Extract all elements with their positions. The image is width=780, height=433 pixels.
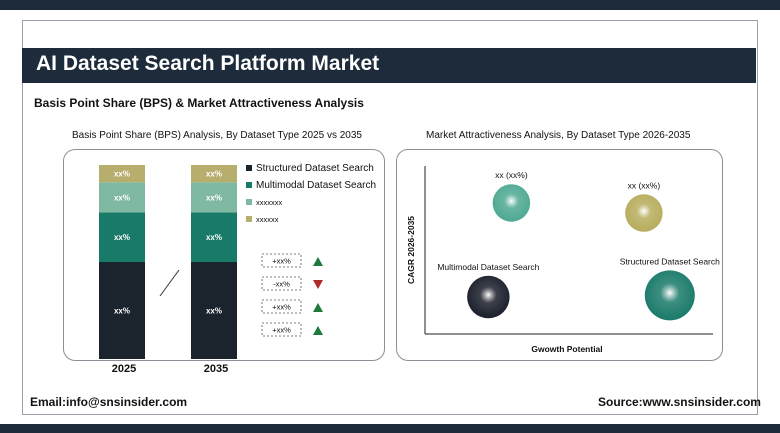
- change-box: [261, 299, 302, 314]
- x-tick-label: 2035: [203, 363, 229, 375]
- bps-panel: xx% xx% xx% xx% xx% xx% xx% xx% Structured Datas…: [63, 149, 385, 361]
- bar-data-label: xx%: [114, 233, 130, 242]
- page-subtitle: Basis Point Share (BPS) & Market Attract…: [34, 96, 364, 110]
- x-tick-label: 2025: [111, 363, 137, 375]
- bubble: [625, 194, 663, 232]
- bps-panel-title: Basis Point Share (BPS) Analysis, By Dat…: [72, 130, 362, 141]
- bubble-label: xx (xx%): [628, 180, 661, 190]
- change-label: -xx%: [273, 280, 290, 289]
- attractiveness-panel: Gwowth Potential CAGR 2026-2035 xx (xx%) xx…: [396, 149, 723, 361]
- page-title: AI Dataset Search Platform Market: [36, 52, 380, 75]
- arrow-down-icon: [313, 280, 323, 289]
- y-axis-label: CAGR 2026-2035: [406, 216, 416, 284]
- top-bar: [0, 0, 780, 10]
- bar-data-label: xx%: [114, 193, 130, 202]
- bps-chart: xx% xx% xx% xx% xx% xx% xx% xx% Structured Datas…: [99, 163, 376, 359]
- bar-segment-2035-4: [191, 165, 237, 183]
- change-box: [261, 253, 302, 268]
- bar-segment-2035-1: [191, 262, 237, 359]
- connector-line: [159, 269, 180, 297]
- bar-segment-2035-3: [191, 182, 237, 213]
- change-label: +xx%: [272, 257, 291, 266]
- bar-segment-2025-2: [99, 212, 145, 262]
- legend-swatch: [246, 199, 252, 205]
- bar-data-label: xx%: [206, 170, 222, 179]
- bar-segment-2035-2: [191, 212, 237, 262]
- legend-swatch: [246, 165, 252, 171]
- bar-segment-2025-3: [99, 182, 145, 213]
- footer-email: Email:info@snsinsider.com: [30, 395, 188, 409]
- change-box: [261, 322, 302, 337]
- bar-data-label: xx%: [114, 307, 130, 316]
- bubble-label: xx (xx%): [495, 170, 528, 180]
- bubble-label: Multimodal Dataset Search: [437, 262, 539, 272]
- title-bar: AI Dataset Search Platform Market: [22, 48, 756, 83]
- bubble: [492, 184, 531, 222]
- arrow-up-icon: [313, 257, 323, 266]
- legend-swatch: [246, 216, 252, 222]
- footer-source: Source:www.snsinsider.com: [598, 395, 761, 409]
- bubble: [644, 270, 695, 321]
- bar-segment-2025-1: [99, 262, 145, 359]
- bar-data-label: xx%: [206, 233, 222, 242]
- change-box: [261, 276, 302, 291]
- bubble-label: Structured Dataset Search: [620, 256, 720, 266]
- x-axis-label: Gwowth Potential: [531, 344, 602, 354]
- legend-label: Multimodal Dataset Search: [256, 180, 376, 191]
- change-label: +xx%: [272, 326, 291, 335]
- bubble: [467, 275, 510, 319]
- bar-data-label: xx%: [206, 193, 222, 202]
- legend-label: xxxxxxx: [256, 198, 283, 207]
- attractiveness-panel-title: Market Attractiveness Analysis, By Datas…: [426, 130, 691, 141]
- legend-label: Structured Dataset Search: [256, 163, 374, 174]
- change-label: +xx%: [272, 303, 291, 312]
- bar-segment-2025-4: [99, 165, 145, 183]
- attractiveness-chart: Gwowth Potential CAGR 2026-2035 xx (xx%) xx…: [406, 166, 720, 354]
- arrow-up-icon: [313, 326, 323, 335]
- legend-label: xxxxxx: [256, 215, 279, 224]
- bottom-bar: [0, 424, 780, 433]
- bar-data-label: xx%: [206, 307, 222, 316]
- arrow-up-icon: [313, 303, 323, 312]
- legend-swatch: [246, 182, 252, 188]
- bar-data-label: xx%: [114, 170, 130, 179]
